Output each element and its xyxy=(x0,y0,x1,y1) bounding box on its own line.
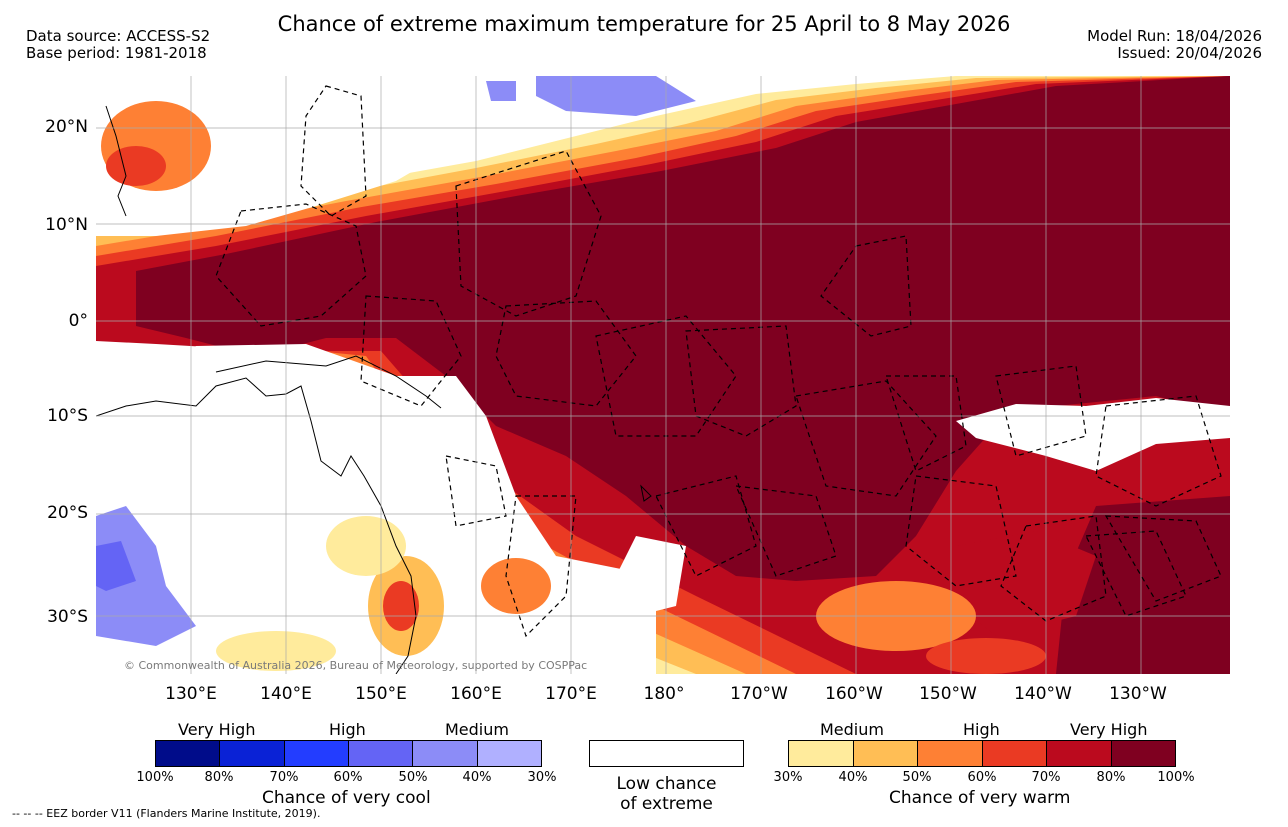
eez-borders xyxy=(215,85,1222,638)
cool-tick-label: 30% xyxy=(527,770,557,785)
eez-footnote: -- -- -- EEZ border V11 (Flanders Marine… xyxy=(12,807,321,820)
lon-tick: 180° xyxy=(643,684,685,704)
cool-swatch xyxy=(220,741,285,766)
warm-tick-label: 60% xyxy=(967,770,997,785)
probability-map xyxy=(96,76,1230,674)
cool-legend-title: Chance of very cool xyxy=(262,788,431,808)
cool-category-label: Medium xyxy=(445,720,509,739)
warm-category-label: High xyxy=(963,720,1000,739)
lon-tick: 140°E xyxy=(260,684,312,704)
cool-tick-label: 50% xyxy=(398,770,428,785)
warm-field xyxy=(96,76,1230,674)
warm-swatch xyxy=(918,741,983,766)
lon-tick: 150°W xyxy=(919,684,977,704)
warm-swatch xyxy=(789,741,854,766)
cool-tick-label: 80% xyxy=(204,770,234,785)
base-period-label: Base period: 1981-2018 xyxy=(26,44,207,62)
warm-legend-title: Chance of very warm xyxy=(889,788,1071,808)
low-chance-swatch xyxy=(589,740,744,767)
warm-swatch xyxy=(1111,741,1175,766)
data-source-label: Data source: ACCESS-S2 xyxy=(26,27,211,45)
lat-tick: 10°S xyxy=(47,406,88,426)
warm-swatch xyxy=(982,741,1047,766)
issued-label: Issued: 20/04/2026 xyxy=(1117,44,1262,62)
cool-swatch xyxy=(284,741,349,766)
cool-areas xyxy=(96,76,696,646)
graticule xyxy=(96,76,1230,674)
lon-tick: 170°E xyxy=(545,684,597,704)
warm-tick-label: 100% xyxy=(1157,770,1195,785)
cool-tick-label: 40% xyxy=(462,770,492,785)
model-run-label: Model Run: 18/04/2026 xyxy=(1087,27,1262,45)
lon-tick: 160°E xyxy=(450,684,502,704)
lon-tick: 150°E xyxy=(355,684,407,704)
cool-category-label: High xyxy=(329,720,366,739)
cool-tick-label: 60% xyxy=(333,770,363,785)
lon-tick: 160°W xyxy=(825,684,883,704)
cool-tick-label: 70% xyxy=(269,770,299,785)
coastlines xyxy=(96,105,652,674)
lat-tick: 0° xyxy=(68,311,88,331)
warm-category-label: Medium xyxy=(820,720,884,739)
cool-swatch xyxy=(348,741,414,766)
cool-swatch xyxy=(156,741,221,766)
low-chance-line1: Low chance xyxy=(616,774,717,794)
warm-colorbar xyxy=(788,740,1176,767)
warm-tick-label: 70% xyxy=(1031,770,1061,785)
lat-tick: 10°N xyxy=(45,215,88,235)
copyright-notice: © Commonwealth of Australia 2026, Bureau… xyxy=(124,659,588,672)
warm-tick-label: 30% xyxy=(773,770,803,785)
cool-category-label: Very High xyxy=(178,720,256,739)
neutral-swatch xyxy=(590,741,743,766)
cool-colorbar xyxy=(155,740,542,767)
lon-tick: 130°E xyxy=(165,684,217,704)
lon-tick: 140°W xyxy=(1014,684,1072,704)
cool-swatch xyxy=(477,741,541,766)
warm-tick-label: 80% xyxy=(1096,770,1126,785)
low-chance-label: Low chance of extreme xyxy=(589,774,744,814)
lon-tick: 130°W xyxy=(1109,684,1167,704)
warm-tick-label: 50% xyxy=(902,770,932,785)
warm-tick-label: 40% xyxy=(838,770,868,785)
lon-tick: 170°W xyxy=(730,684,788,704)
low-chance-line2: of extreme xyxy=(620,794,713,814)
warm-patches xyxy=(101,101,1046,674)
cool-tick-label: 100% xyxy=(136,770,174,785)
warm-swatch xyxy=(853,741,918,766)
lat-tick: 30°S xyxy=(47,607,88,627)
map-title: Chance of extreme maximum temperature fo… xyxy=(277,12,1011,36)
warm-category-label: Very High xyxy=(1070,720,1148,739)
cool-swatch xyxy=(413,741,478,766)
lat-tick: 20°S xyxy=(47,503,88,523)
warm-swatch xyxy=(1047,741,1112,766)
lat-tick: 20°N xyxy=(45,117,88,137)
